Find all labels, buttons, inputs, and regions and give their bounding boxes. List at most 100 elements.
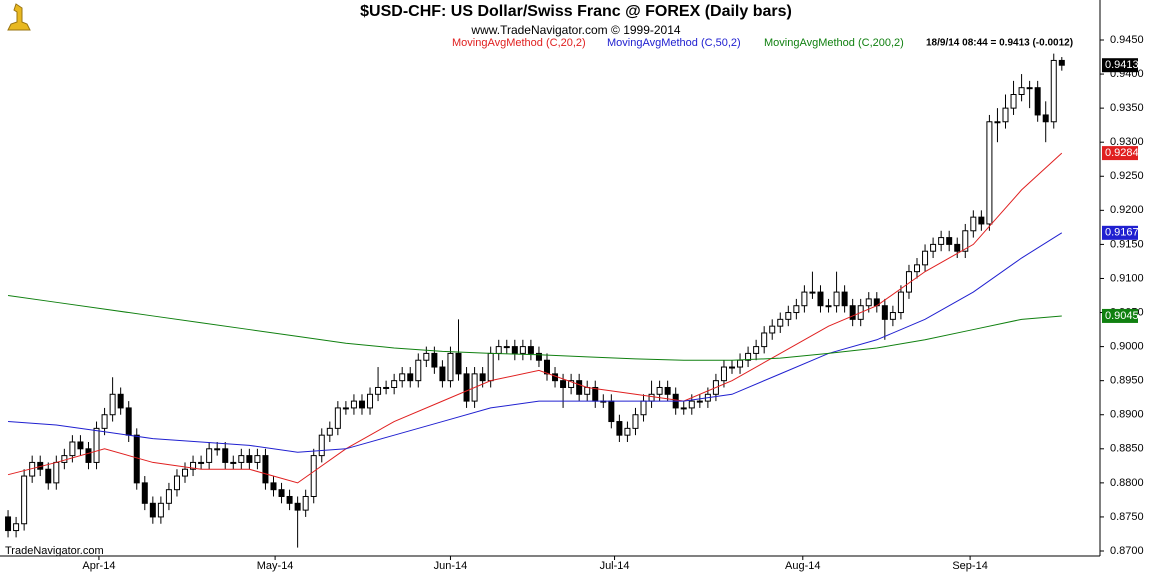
- candle-body: [696, 400, 703, 403]
- candle-body: [946, 237, 953, 245]
- candle-body: [640, 400, 647, 416]
- chart-subtitle: www.TradeNavigator.com © 1999-2014: [470, 23, 680, 37]
- candle-body: [1050, 59, 1057, 123]
- candle-body: [922, 250, 929, 266]
- candle-body: [560, 380, 567, 388]
- y-tick-label: 0.8800: [1110, 477, 1144, 489]
- candle-body: [61, 455, 68, 463]
- candle-body: [729, 366, 735, 369]
- candle-body: [881, 305, 888, 320]
- y-tick-label: 0.9300: [1110, 136, 1144, 148]
- legend-entry: MovingAvgMethod (C,50,2): [607, 37, 741, 49]
- candle-body: [190, 461, 197, 470]
- candle-body: [375, 386, 382, 395]
- price-label-box: [1102, 308, 1138, 323]
- candle-body: [165, 489, 172, 504]
- x-tick-label: Jul-14: [600, 560, 630, 572]
- candle-body: [5, 516, 12, 532]
- candle-body: [455, 352, 462, 375]
- candle-body: [1010, 94, 1017, 109]
- candle-body: [13, 523, 20, 532]
- candle-body: [825, 305, 832, 308]
- y-tick-label: 0.8950: [1110, 375, 1144, 387]
- y-tick-label: 0.9450: [1110, 34, 1144, 46]
- moving-average: [8, 232, 1063, 453]
- candle-body: [664, 386, 671, 395]
- candle-body: [753, 346, 760, 354]
- x-tick-label: Aug-14: [785, 560, 820, 572]
- candle-body: [1002, 107, 1009, 123]
- candle-body: [399, 373, 406, 382]
- candle-body: [656, 386, 663, 395]
- candle-body: [69, 441, 76, 457]
- candle-body: [270, 482, 277, 491]
- logo: [7, 3, 31, 31]
- candle-body: [101, 414, 108, 429]
- candle-body: [109, 393, 116, 416]
- candle-body: [833, 291, 840, 307]
- candle-body: [616, 421, 623, 436]
- candle-body: [407, 373, 414, 382]
- candle-body: [954, 243, 961, 252]
- y-tick-label: 0.8900: [1110, 409, 1144, 421]
- candle-body: [149, 502, 156, 518]
- candle-body: [447, 352, 454, 382]
- candle-body: [198, 461, 205, 464]
- price-label-box: [1102, 146, 1138, 161]
- candle-body: [495, 346, 502, 354]
- y-tick-label: 0.9200: [1110, 204, 1144, 216]
- candle-body: [230, 461, 237, 464]
- candle-body: [769, 325, 776, 334]
- candle-body: [503, 346, 510, 349]
- candle-body: [970, 216, 977, 232]
- candle-body: [367, 393, 374, 409]
- x-tick-label: Sep-14: [952, 560, 987, 572]
- candle-body: [21, 475, 28, 525]
- candle-body: [334, 407, 341, 429]
- candle-body: [358, 400, 365, 409]
- candle-body: [535, 352, 542, 361]
- candle-body: [463, 373, 470, 402]
- candle-body: [688, 400, 695, 409]
- candle-body: [439, 366, 446, 382]
- candle-body: [53, 461, 60, 484]
- candle-body: [222, 448, 229, 463]
- candle-body: [133, 434, 140, 484]
- candle-body: [865, 298, 872, 307]
- y-tick-label: 0.8700: [1110, 545, 1144, 557]
- moving-average: [7, 295, 1062, 361]
- x-tick-label: Jun-14: [434, 560, 468, 572]
- candle-body: [793, 305, 800, 314]
- candle-body: [278, 489, 285, 497]
- price-label: 0.9045: [1105, 310, 1139, 322]
- candle-body: [576, 380, 583, 395]
- candle-body: [302, 495, 309, 511]
- candle-body: [206, 448, 213, 463]
- candle-body: [326, 427, 333, 436]
- candle-body: [914, 264, 921, 273]
- candle-body: [841, 291, 848, 307]
- candle-body: [318, 434, 325, 457]
- candle-body: [246, 455, 253, 463]
- legend-entry: MovingAvgMethod (C,20,2): [452, 37, 586, 49]
- candle-body: [889, 312, 896, 320]
- candle-body: [1034, 87, 1041, 116]
- candle-body: [1018, 87, 1025, 96]
- y-tick-label: 0.9100: [1110, 272, 1144, 284]
- price-label-box: [1102, 225, 1138, 240]
- y-tick-label: 0.9350: [1110, 102, 1144, 114]
- footer: TradeNavigator.com: [5, 545, 104, 557]
- candle-body: [117, 393, 124, 409]
- price-label-box: [1102, 58, 1138, 73]
- candle-body: [157, 502, 164, 518]
- candle-body: [423, 352, 430, 361]
- candle-body: [1042, 114, 1049, 123]
- candle-body: [785, 312, 792, 320]
- y-tick-label: 0.9250: [1110, 170, 1144, 182]
- candle-body: [93, 427, 100, 463]
- candle-body: [125, 407, 132, 436]
- candle-body: [761, 332, 768, 348]
- candle-body: [415, 359, 422, 382]
- candle-body: [286, 495, 293, 504]
